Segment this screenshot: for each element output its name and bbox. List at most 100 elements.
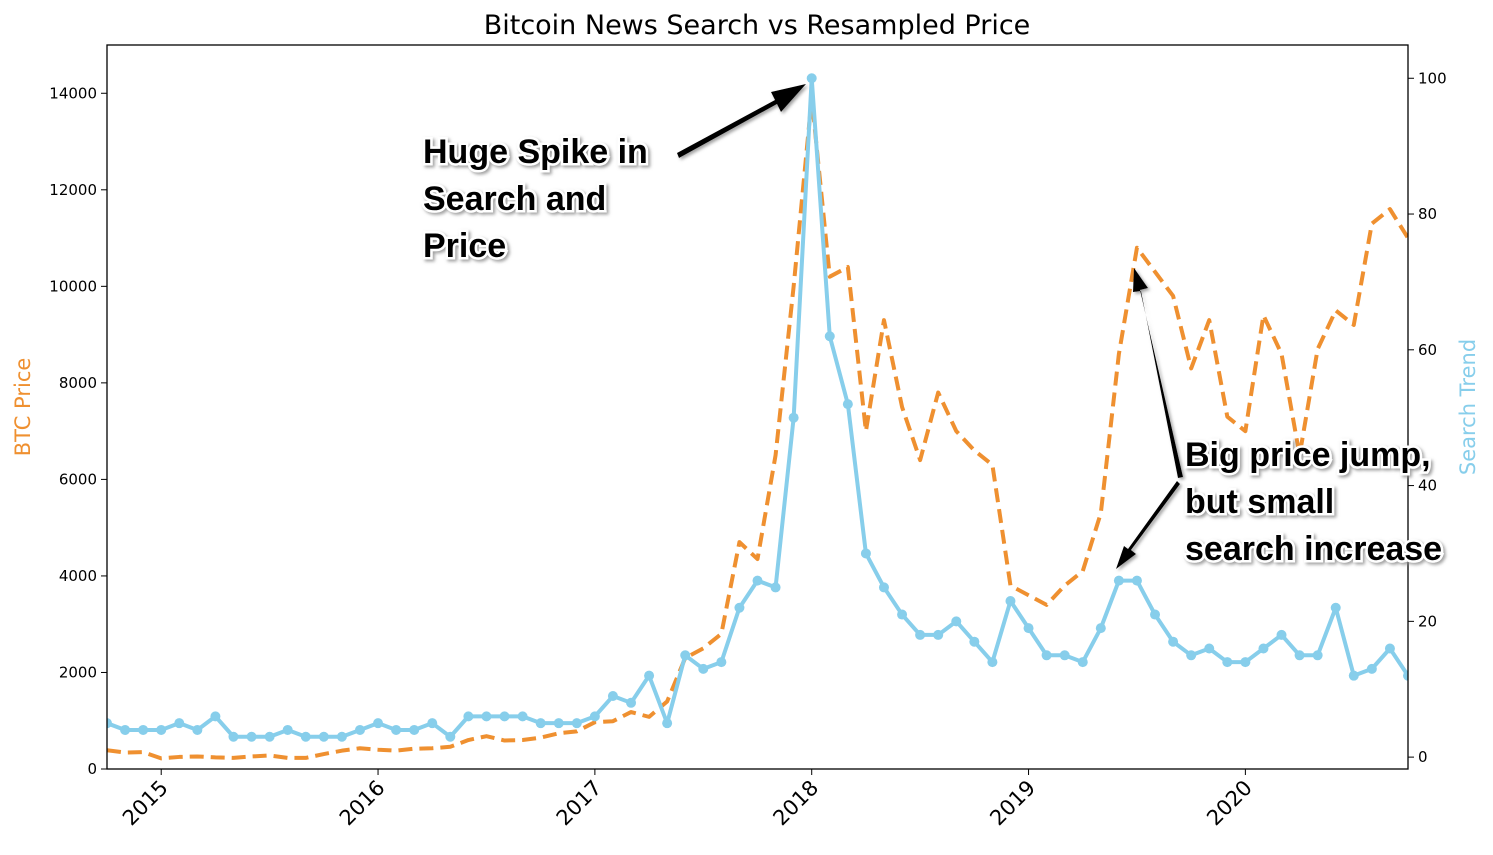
point [1276,629,1287,640]
y-tick-label: 8000 [59,374,97,392]
point [336,731,347,742]
point [481,711,492,722]
y2-tick-label: 60 [1418,341,1437,359]
annotation-arrows [677,84,1183,569]
point [806,73,817,84]
point [210,711,221,722]
x-tick-label: 2020 [1202,776,1257,831]
point [915,629,926,640]
plot-frame [106,44,1409,770]
point [445,731,456,742]
point [264,731,275,742]
point [427,718,438,729]
point [662,718,673,729]
point [680,650,691,661]
point [897,609,908,620]
y-tick-label: 12000 [49,181,97,199]
series-line [107,76,1408,739]
point [788,412,799,423]
point [1113,575,1124,586]
point [589,711,600,722]
point [107,718,112,729]
point [571,718,582,729]
point [391,724,402,735]
point [607,691,618,702]
point [1131,575,1142,586]
point [138,724,149,735]
point [933,629,944,640]
point [951,616,962,627]
chart-title: Bitcoin News Search vs Resampled Price [484,10,1031,41]
point [734,602,745,613]
point [354,724,365,735]
y2-tick-label: 80 [1418,205,1437,223]
point [318,731,329,742]
point [1312,650,1323,661]
point [969,636,980,647]
point [1095,623,1106,634]
point [626,697,637,708]
point [1348,670,1359,681]
point [192,724,203,735]
point [987,657,998,668]
arrow [1133,268,1183,478]
point [1077,657,1088,668]
y-tick-label: 0 [87,760,97,778]
point [1403,670,1408,681]
point [1222,657,1233,668]
point [1366,663,1377,674]
y-tick-label: 14000 [49,84,97,102]
y2-tick-label: 100 [1418,69,1447,87]
point [1186,650,1197,661]
point [1258,643,1269,654]
point [174,718,185,729]
point [1023,623,1034,634]
annotation-text: Search and [423,180,606,218]
point [228,731,239,742]
point [1384,643,1395,654]
point [770,582,781,593]
y2-axis-label: Search Trend [1456,339,1480,475]
point [698,663,709,674]
x-tick-label: 2017 [552,776,607,831]
point [517,711,528,722]
point [463,711,474,722]
point [156,724,167,735]
annotations: Huge Spike in Search and Price Big price ju… [421,131,1445,571]
annotation-text: Big price jump, [1185,436,1431,474]
annotation-text: Huge Spike in [423,133,648,171]
point [553,718,564,729]
annotation-text: Price [423,227,506,265]
point [1041,650,1052,661]
point [1204,643,1215,654]
y-tick-label: 6000 [59,470,97,488]
x-tick-label: 2018 [768,776,823,831]
point [1330,602,1341,613]
point [246,731,257,742]
point [644,670,655,681]
point [120,724,131,735]
point [535,718,546,729]
x-tick-label: 2019 [985,776,1040,831]
y2-tick-label: 0 [1418,748,1428,766]
arrow [677,84,806,158]
y2-tick-label: 40 [1418,477,1437,495]
plot-area [107,73,1408,761]
series-line [107,96,1408,761]
point [1059,650,1070,661]
y2-tick-label: 20 [1418,612,1437,630]
point [1150,609,1161,620]
point [752,575,763,586]
arrow [1116,481,1180,569]
y-tick-label: 2000 [59,663,97,681]
point [878,582,889,593]
point [842,399,853,410]
point [1240,657,1251,668]
point [824,331,835,342]
point [1294,650,1305,661]
y-tick-label: 10000 [49,277,97,295]
point [373,718,384,729]
point [860,548,871,559]
